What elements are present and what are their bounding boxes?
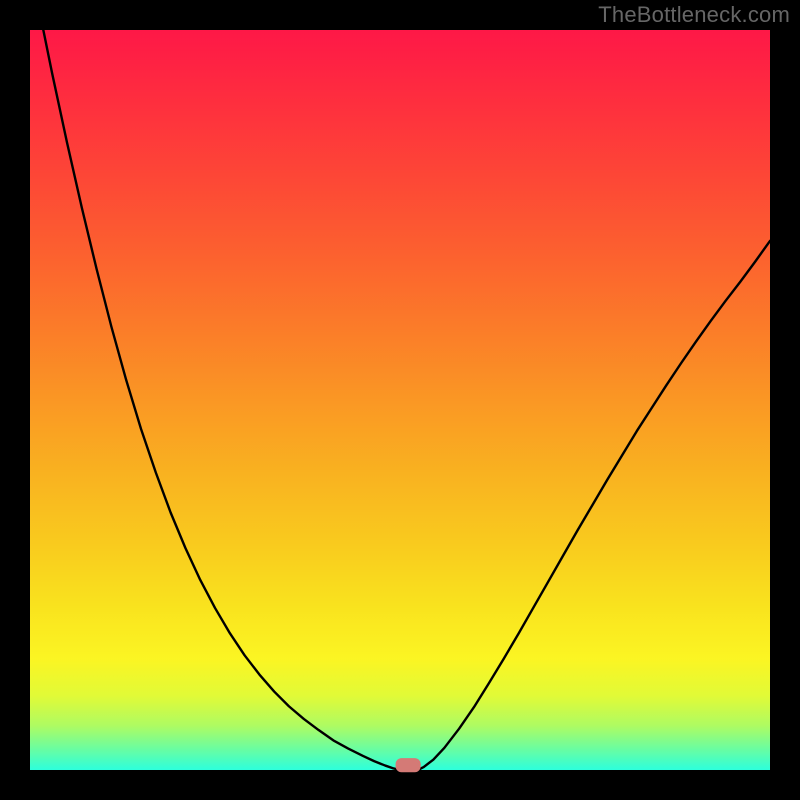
bottleneck-marker: [396, 758, 421, 772]
bottleneck-chart: [0, 0, 800, 800]
watermark-text: TheBottleneck.com: [598, 2, 790, 28]
plot-background: [30, 30, 770, 770]
